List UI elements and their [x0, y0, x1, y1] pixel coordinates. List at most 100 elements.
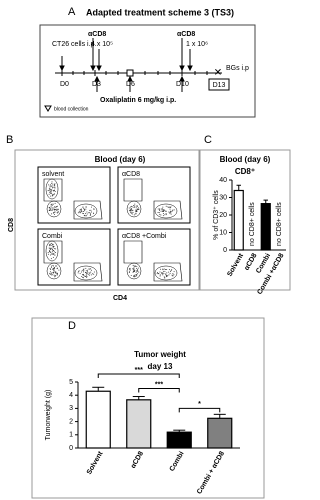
flow-event	[137, 267, 139, 269]
flow-event	[161, 208, 163, 210]
y-tick-label: 0	[69, 445, 73, 452]
flow-event	[55, 265, 57, 267]
flow-event	[157, 211, 159, 213]
panel-frame	[31, 317, 265, 499]
chart-title: Blood (day 6)	[220, 155, 271, 164]
flow-event	[51, 187, 53, 189]
flow-event	[50, 269, 52, 271]
flow-event	[52, 209, 54, 211]
gate	[43, 240, 63, 264]
flow-event	[49, 268, 51, 270]
y-tick-label: 30	[219, 194, 227, 201]
panel-label: A	[68, 6, 76, 18]
day-label: D10	[176, 81, 189, 88]
flow-event	[50, 266, 52, 268]
flow-event	[56, 273, 58, 275]
y-tick-label: 1	[69, 432, 73, 439]
flow-event	[50, 207, 52, 209]
flow-event	[77, 270, 79, 272]
flow-event	[161, 272, 163, 274]
flow-event	[170, 271, 172, 273]
flow-event	[49, 271, 51, 273]
gate	[73, 200, 103, 220]
flow-event	[92, 208, 94, 210]
flow-event	[52, 203, 54, 205]
end-day-box	[208, 78, 230, 91]
flow-event	[159, 274, 161, 276]
significance-label: ***	[155, 381, 163, 388]
flow-event	[54, 191, 56, 193]
annotation: no CD8+ cells	[249, 202, 256, 246]
flow-event	[83, 271, 85, 273]
flow-event	[53, 268, 55, 270]
flow-event	[167, 206, 169, 208]
flow-event	[50, 195, 52, 197]
flow-event	[81, 270, 83, 272]
gate	[123, 240, 143, 264]
flow-event	[160, 214, 162, 216]
flow-event	[135, 275, 137, 277]
flow-event	[53, 274, 55, 276]
flow-event	[157, 208, 159, 210]
flow-event	[93, 212, 95, 214]
flow-event	[85, 270, 87, 272]
flow-event	[159, 275, 161, 277]
flow-event	[54, 183, 56, 185]
flow-event	[54, 248, 56, 250]
contour	[154, 203, 178, 219]
flow-event	[54, 202, 56, 204]
flow-event	[129, 269, 131, 271]
flow-event	[90, 271, 92, 273]
flow-event	[51, 251, 53, 253]
flow-event	[54, 187, 56, 189]
flow-event	[78, 270, 80, 272]
y-tick-label: 2	[69, 418, 73, 425]
flow-event	[128, 207, 130, 209]
flow-event	[80, 209, 82, 211]
flow-event	[56, 208, 58, 210]
flow-event	[133, 269, 135, 271]
flow-event	[53, 206, 55, 208]
flow-event	[93, 273, 95, 275]
flow-event	[165, 205, 167, 207]
flow-event	[134, 213, 136, 215]
flow-event	[50, 247, 52, 249]
flow-event	[164, 270, 166, 272]
flow-event	[52, 183, 54, 185]
flow-event	[52, 208, 54, 210]
bgs-label: BGs i.p	[226, 65, 249, 72]
y-axis-label: Tumorweight (g)	[45, 390, 52, 441]
gate	[73, 262, 103, 282]
flow-event	[156, 273, 158, 275]
flow-event	[173, 274, 175, 276]
flow-event	[168, 271, 170, 273]
y-axis-label: % of CD3⁺ cells	[213, 190, 220, 240]
flow-event	[129, 208, 131, 210]
flow-event	[82, 276, 84, 278]
flow-event	[79, 211, 81, 213]
flow-event	[88, 212, 90, 214]
flow-event	[136, 205, 138, 207]
flow-event	[56, 212, 58, 214]
contour	[154, 265, 178, 281]
dose-label: 4 x 10⁵	[91, 41, 113, 48]
flow-event	[53, 208, 55, 210]
flow-event	[135, 209, 137, 211]
flow-event	[79, 209, 81, 211]
significance-bracket	[138, 388, 180, 393]
flow-event	[53, 251, 55, 253]
flow-event	[57, 267, 59, 269]
y-tick-label: 20	[219, 212, 227, 219]
flow-event	[168, 206, 170, 208]
flow-event	[168, 274, 170, 276]
flow-event	[159, 213, 161, 215]
flow-event	[83, 214, 85, 216]
flow-event	[87, 274, 89, 276]
blood-collection-marker	[126, 69, 134, 77]
flow-event	[48, 184, 50, 186]
x-tick-label: Solvent	[86, 450, 105, 476]
flow-event	[137, 273, 139, 275]
flow-event	[135, 207, 137, 209]
panel-frame	[199, 149, 291, 291]
y-tick-label: 5	[69, 379, 73, 386]
